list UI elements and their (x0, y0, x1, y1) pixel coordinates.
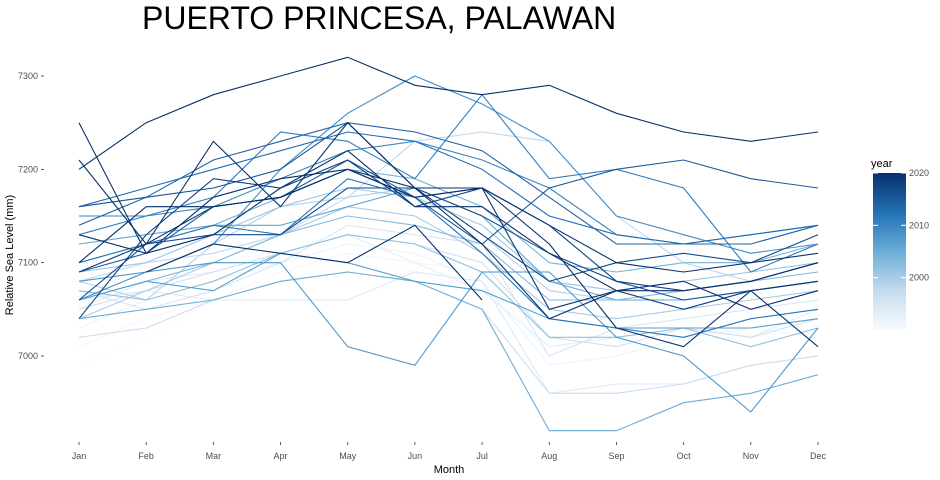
legend: year 2000 2010 2020 (871, 158, 929, 330)
series-line-2024 (78, 150, 819, 292)
x-tick-label: Nov (743, 451, 760, 461)
x-axis-title: Month (434, 464, 465, 476)
y-tick-label: 7300 (18, 71, 38, 81)
legend-tick-label: 2000 (909, 273, 929, 283)
series-line-2015 (78, 159, 819, 273)
series-lines (78, 56, 819, 432)
x-tick-label: Jan (72, 451, 87, 461)
series-line-1990 (78, 262, 819, 366)
series-line-2016 (78, 121, 819, 301)
series-line-2008 (78, 262, 819, 413)
x-tick-label: Feb (138, 451, 154, 461)
legend-tick-label: 2020 (909, 168, 929, 178)
legend-colorbar (873, 173, 906, 330)
series-line-2007 (78, 252, 819, 329)
series-line-2022 (78, 121, 819, 348)
legend-tick-label: 2010 (909, 220, 929, 230)
y-tick-label: 7200 (18, 164, 38, 174)
series-line-2011 (78, 93, 819, 273)
x-tick-label: Apr (274, 451, 288, 461)
x-tick-label: Oct (677, 451, 692, 461)
x-tick-label: Sep (608, 451, 624, 461)
legend-ticks: 2000 2010 2020 (873, 168, 929, 283)
series-line-2014 (78, 122, 819, 245)
series-line-2021 (78, 168, 819, 320)
series-line-2012 (78, 178, 819, 338)
x-tick-label: Mar (206, 451, 222, 461)
x-tick-label: Jul (476, 451, 488, 461)
series-line-1996 (78, 234, 819, 348)
series-line-2017 (78, 187, 819, 301)
x-axis: Jan Feb Mar Apr May Jun Jul Aug Sep Oct Nov Dec (72, 442, 827, 461)
chart-title: PUERTO PRINCESA, PALAWAN (142, 0, 616, 36)
series-line-1995 (78, 224, 819, 357)
series-line-2023 (78, 56, 819, 170)
x-tick-label: May (339, 451, 357, 461)
legend-title: year (871, 158, 893, 170)
series-line-2025 (145, 224, 483, 301)
x-tick-label: Jun (408, 451, 423, 461)
y-tick-label: 7100 (18, 258, 38, 268)
series-line-2013 (78, 131, 819, 245)
series-line-2005 (78, 271, 819, 432)
y-tick-label: 7000 (18, 351, 38, 361)
series-line-2002 (78, 234, 819, 348)
x-tick-label: Dec (810, 451, 827, 461)
y-axis-title: Relative Sea Level (mm) (4, 195, 16, 315)
y-axis: 7000 7100 7200 7300 (18, 71, 44, 361)
x-tick-label: Aug (541, 451, 557, 461)
